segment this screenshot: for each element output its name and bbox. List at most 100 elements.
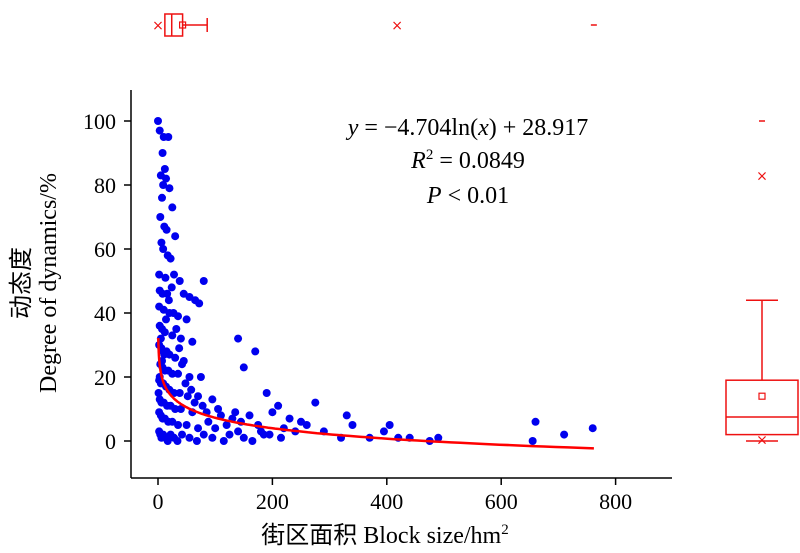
p-value: < 0.01: [442, 183, 510, 209]
data-point: [182, 315, 191, 324]
right-box-mean: [758, 392, 766, 400]
x-axis-title: 街区面积 Block size/hm2: [261, 522, 508, 549]
data-point: [178, 360, 187, 369]
data-point: [251, 347, 260, 356]
equation-line: y = −4.704ln(x) + 28.917: [346, 115, 589, 141]
data-point: [162, 225, 171, 234]
data-point: [171, 353, 180, 362]
data-point: [171, 232, 180, 241]
y-tick-label: 0: [105, 429, 116, 454]
data-point: [162, 315, 171, 324]
y-tick-label: 80: [94, 173, 116, 198]
data-point: [195, 299, 204, 308]
data-point: [248, 437, 257, 445]
data-point: [183, 392, 192, 401]
data-point: [154, 117, 162, 125]
data-point: [302, 421, 311, 429]
data-point: [211, 424, 220, 433]
data-point: [204, 417, 213, 426]
data-point: [168, 369, 177, 378]
data-point: [160, 165, 169, 173]
data-point: [560, 430, 569, 439]
data-point: [181, 379, 190, 388]
data-point: [157, 238, 166, 247]
data-point: [239, 363, 248, 372]
data-point: [234, 334, 243, 343]
top-boxplot: × ×: [152, 13, 597, 37]
data-point: [239, 433, 248, 442]
data-point: [188, 337, 197, 346]
data-point: [178, 430, 187, 439]
data-point: [187, 385, 196, 394]
data-point: [198, 401, 207, 410]
r-var: R: [410, 148, 426, 174]
data-point: [171, 405, 180, 413]
right-box-outlier: ×: [756, 432, 768, 448]
data-point: [196, 373, 205, 381]
data-point: [434, 433, 443, 442]
data-point: [169, 309, 178, 317]
data-point: [160, 350, 169, 359]
x-tick-label: 200: [256, 489, 289, 514]
data-point: [199, 430, 208, 439]
y-tick-label: 100: [83, 109, 116, 134]
data-point: [194, 392, 203, 401]
data-point: [175, 389, 184, 397]
data-point: [175, 277, 184, 285]
data-point: [162, 174, 171, 183]
data-point: [158, 193, 167, 202]
right-box-outlier: ×: [756, 168, 768, 184]
data-point: [311, 398, 320, 407]
data-point: [185, 373, 194, 381]
data-point: [208, 433, 217, 442]
fit-curve: [157, 338, 594, 450]
x-tick-label: 800: [599, 489, 632, 514]
r-superscript: 2: [426, 147, 434, 163]
data-point: [231, 408, 240, 417]
data-point: [528, 437, 537, 445]
data-point: [168, 203, 177, 212]
data-point: [194, 424, 203, 433]
right-box: [725, 379, 799, 436]
data-point: [163, 437, 172, 445]
data-point: [531, 417, 540, 426]
x-tick-label: 400: [370, 489, 403, 514]
y-tick-label: 20: [94, 365, 116, 390]
x-tick-label: 600: [485, 489, 518, 514]
data-point: [234, 427, 243, 436]
data-point: [154, 389, 163, 397]
data-point: [163, 289, 172, 298]
data-point: [190, 398, 199, 407]
data-point: [182, 421, 191, 429]
data-point: [214, 405, 223, 413]
y-ticks: 0 20 40 60 80 100: [83, 109, 131, 454]
y-tick-label: 40: [94, 301, 116, 326]
data-point: [276, 433, 285, 442]
data-point: [199, 277, 208, 285]
data-point: [165, 184, 174, 193]
data-point: [173, 437, 182, 445]
data-point: [161, 273, 170, 282]
y-tick-label: 60: [94, 237, 116, 262]
data-point: [245, 411, 254, 420]
top-box: [164, 13, 184, 37]
data-point: [285, 414, 294, 423]
data-point: [265, 430, 274, 439]
r-value: = 0.0849: [433, 148, 525, 174]
data-point: [176, 334, 185, 343]
data-point: [342, 411, 351, 420]
y-axis-title-en: Degree of dynamics/%: [36, 173, 62, 393]
data-point: [268, 408, 277, 417]
r-squared-line: R2 = 0.0849: [410, 147, 525, 174]
data-point: [185, 433, 194, 442]
eq-x-var: x: [477, 115, 489, 141]
data-point: [348, 421, 357, 429]
eq-body: = −4.704ln(: [358, 115, 478, 141]
data-point: [262, 389, 271, 397]
p-var: P: [426, 183, 442, 209]
data-point: [158, 149, 167, 157]
data-point: [172, 325, 181, 333]
data-point: [168, 331, 177, 340]
data-point: [208, 395, 217, 404]
